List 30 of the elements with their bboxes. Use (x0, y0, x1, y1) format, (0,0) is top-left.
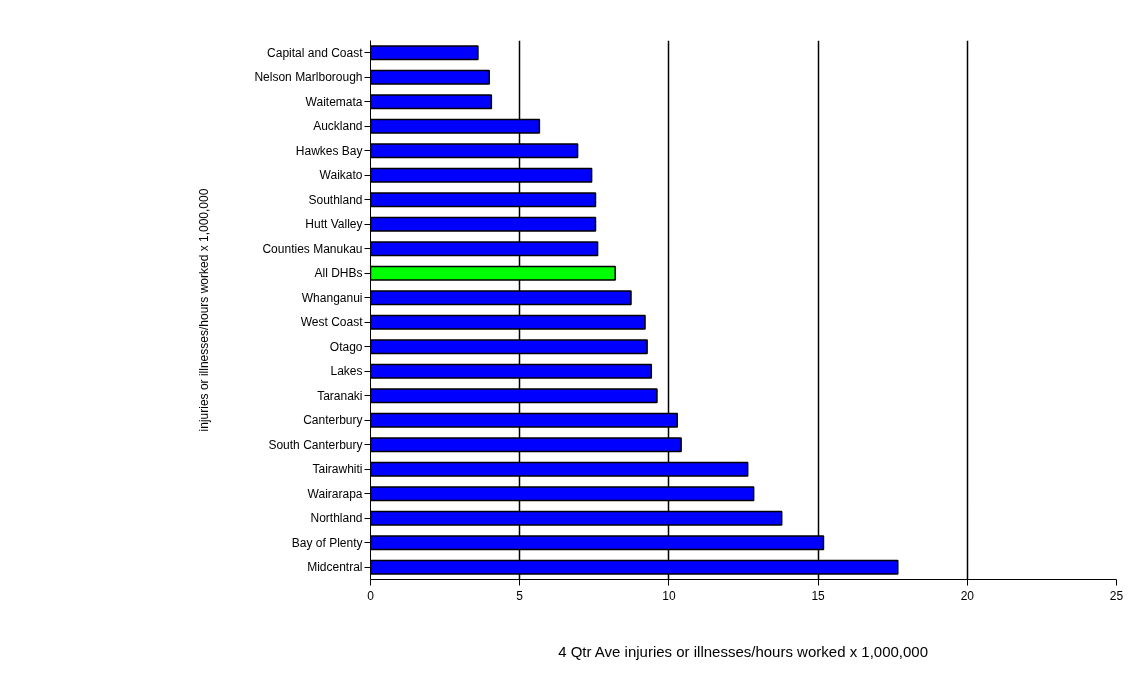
y-tick-label: Canterbury (303, 413, 363, 428)
y-tick-label: Wairarapa (307, 486, 363, 501)
y-tick-label: Bay of Plenty (291, 535, 363, 550)
y-tick-label: Auckland (313, 119, 363, 134)
x-tick-label: 25 (1109, 588, 1124, 603)
y-tick-label: Capital and Coast (267, 45, 364, 60)
x-tick-label: 5 (516, 588, 524, 603)
y-tick-label: Counties Manukau (262, 241, 363, 256)
y-tick-label: Southland (308, 192, 363, 207)
y-tick-label: Waitemata (305, 94, 363, 109)
y-tick-label: Otago (329, 339, 363, 354)
y-tick-label: Midcentral (307, 560, 363, 575)
y-tick-label: Tairawhiti (312, 462, 363, 477)
y-tick-label: South Canterbury (268, 437, 363, 452)
y-tick-label: Nelson Marlborough (254, 70, 363, 85)
y-tick-label: All DHBs (314, 266, 363, 281)
y-tick-label: Hutt Valley (305, 217, 363, 232)
y-tick-label: West Coast (300, 315, 364, 330)
x-tick-label: 0 (367, 588, 375, 603)
x-tick-label: 20 (960, 588, 975, 603)
y-tick-label: Lakes (330, 364, 363, 379)
x-tick-label: 15 (811, 588, 826, 603)
x-axis-title: 4 Qtr Ave injuries or illnesses/hours worked x 1,000,000 (558, 642, 929, 660)
x-tick-label: 10 (662, 588, 676, 603)
y-tick-label: Waikato (319, 168, 363, 183)
y-tick-label: Northland (310, 511, 363, 526)
y-tick-label: Whanganui (301, 290, 363, 305)
y-tick-label: Hawkes Bay (295, 143, 363, 158)
y-axis-title: injuries or illnesses/hours worked x 1,000,000 (197, 188, 212, 432)
y-tick-label: Taranaki (317, 388, 363, 403)
